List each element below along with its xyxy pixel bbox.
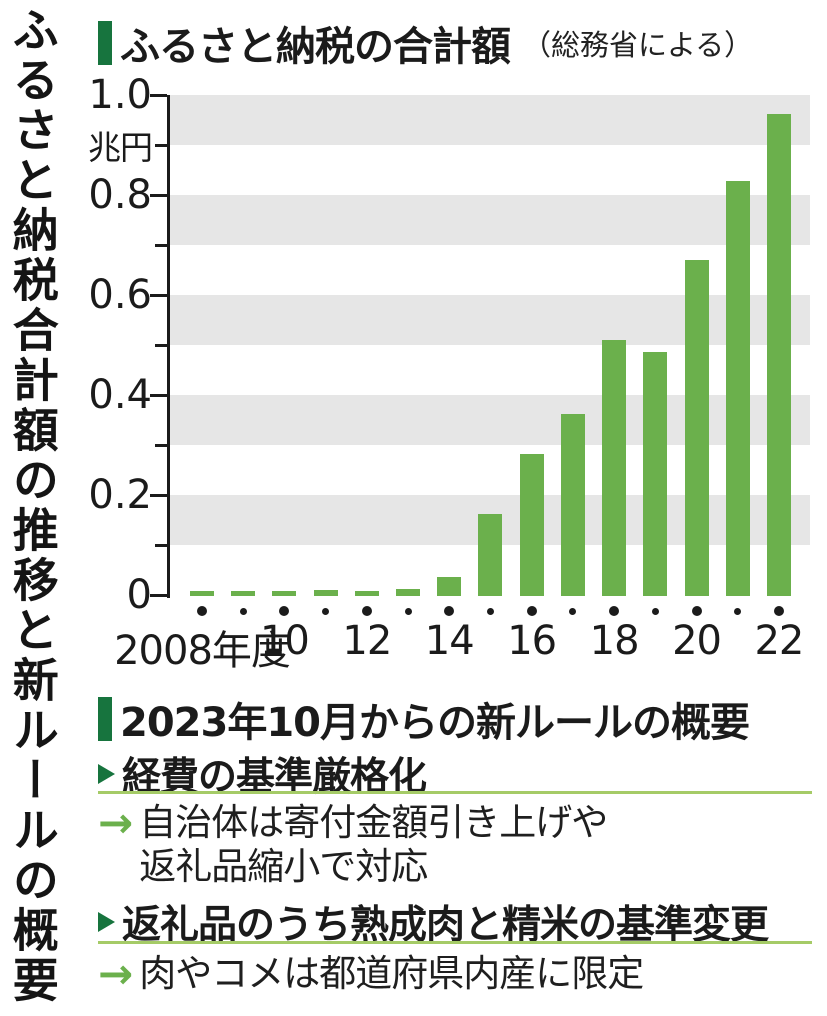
- y-axis-tick: [150, 594, 167, 597]
- bar-2020: [684, 260, 709, 596]
- x-axis-dot: [526, 606, 537, 616]
- x-axis-dot: [486, 607, 494, 615]
- x-axis-dot: [773, 606, 784, 616]
- y-axis-tick: [155, 444, 167, 447]
- chart-source: （総務省による）: [522, 30, 754, 62]
- chart-title: ふるさと納税の合計額: [120, 24, 511, 70]
- x-tick-label: 10: [259, 618, 310, 664]
- y-tick-label: 0.4: [88, 372, 152, 418]
- triangle-bullet-icon: [98, 764, 115, 784]
- rule-detail: → 肉やコメは都道府県内産に限定: [98, 949, 644, 998]
- heading-marker-icon: [98, 697, 112, 741]
- x-axis-dot: [569, 607, 577, 615]
- x-tick-label: 16: [507, 618, 557, 664]
- bar-2017: [560, 413, 585, 596]
- x-axis-dot: [651, 607, 659, 615]
- y-axis-tick: [150, 294, 167, 297]
- rule-divider: [98, 941, 812, 944]
- bar-2011: [313, 590, 338, 596]
- bar-2014: [437, 576, 462, 596]
- x-axis-dot: [279, 606, 290, 616]
- x-axis-dot: [404, 607, 412, 615]
- y-tick-label: 0.6: [88, 272, 152, 318]
- vertical-page-title: ふるさと納税合計額の推移と新ルールの概要: [5, 6, 60, 1006]
- plot-stripe: [170, 95, 810, 145]
- y-axis-unit-label: 兆円: [88, 128, 153, 167]
- bar-2018: [602, 339, 627, 596]
- x-axis-dot: [322, 607, 330, 615]
- rule-title-text: 返礼品のうち熟成肉と精米の基準変更: [122, 903, 769, 948]
- x-axis-dot: [444, 606, 455, 616]
- y-axis-tick: [155, 544, 167, 547]
- bar-2012: [354, 591, 379, 596]
- y-axis-tick: [150, 94, 167, 97]
- bar-2015: [478, 513, 503, 596]
- bar-2013: [396, 588, 421, 596]
- arrow-right-icon: →: [98, 798, 134, 847]
- triangle-bullet-icon: [98, 912, 115, 932]
- rules-heading: 2023年10月からの新ルールの概要: [120, 700, 750, 746]
- x-axis-dot: [361, 606, 372, 616]
- plot-stripe: [170, 295, 810, 345]
- x-axis-dot: [609, 606, 620, 616]
- y-axis-tick: [155, 144, 167, 147]
- rule-divider: [98, 791, 812, 794]
- x-axis-dot: [239, 607, 247, 615]
- rule-detail-line: 返礼品縮小で対応: [139, 845, 428, 889]
- y-axis-tick: [155, 244, 167, 247]
- rule-detail: → 自治体は寄付金額引き上げや 返礼品縮小で対応: [98, 798, 608, 890]
- arrow-right-icon: →: [98, 949, 134, 998]
- y-tick-label: 0.8: [88, 172, 152, 218]
- y-tick-label: 1.0: [88, 72, 152, 118]
- y-axis-line: [167, 95, 170, 598]
- bar-2021: [725, 181, 750, 596]
- bar-2016: [519, 454, 544, 596]
- rule-detail-line: 肉やコメは都道府県内産に限定: [139, 952, 644, 995]
- rules-header: 2023年10月からの新ルールの概要: [98, 690, 750, 748]
- x-tick-label: 14: [424, 618, 475, 664]
- bar-2009: [231, 591, 256, 596]
- x-tick-label: 2008年度: [114, 628, 291, 674]
- heading-marker-icon: [98, 21, 112, 65]
- x-tick-label: 20: [672, 618, 722, 664]
- y-tick-label: 0: [126, 572, 152, 618]
- x-axis-dot: [691, 606, 702, 616]
- y-tick-label: 0.2: [88, 472, 152, 518]
- plot-stripe: [170, 395, 810, 445]
- x-tick-label: 18: [589, 618, 640, 664]
- chart-header: ふるさと納税の合計額 （総務省による）: [98, 14, 753, 72]
- bar-2008: [190, 591, 214, 596]
- rule-item-title: 返礼品のうち熟成肉と精米の基準変更: [98, 894, 769, 950]
- y-axis-tick: [150, 194, 167, 197]
- bar-2010: [272, 591, 297, 596]
- bar-2022: [766, 113, 791, 596]
- x-tick-label: 12: [342, 618, 392, 664]
- chart-plot: 1.0 0.8 0.6 0.4 0.2 0 兆円 2008年度 10 12 14 16 18 20 22: [88, 72, 810, 674]
- bar-2019: [643, 352, 668, 596]
- x-axis-dot: [197, 606, 207, 616]
- y-axis-tick: [150, 494, 167, 497]
- rule-detail-line: 自治体は寄付金額引き上げや: [139, 801, 608, 844]
- x-axis-dot: [734, 607, 742, 615]
- plot-stripe: [170, 195, 810, 245]
- y-axis-tick: [155, 344, 167, 347]
- y-axis-tick: [150, 394, 167, 397]
- x-tick-label: 22: [754, 618, 804, 664]
